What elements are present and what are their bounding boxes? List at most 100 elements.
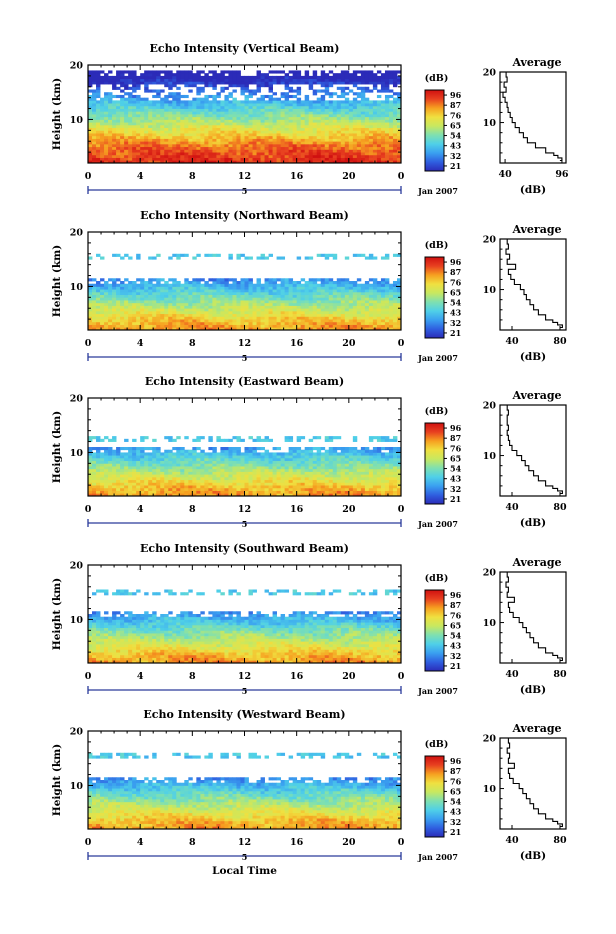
heatmap-cell	[377, 289, 381, 292]
heatmap-cell	[240, 311, 244, 314]
heatmap-cell	[172, 303, 176, 306]
heatmap-cell	[245, 117, 249, 120]
heatmap-cell	[88, 455, 92, 458]
heatmap-cell	[184, 158, 188, 161]
heatmap-cell	[345, 319, 349, 322]
heatmap-cell	[245, 128, 249, 131]
heatmap-cell	[224, 286, 228, 289]
heatmap-cell	[249, 128, 253, 131]
heatmap-cell	[232, 73, 236, 76]
heatmap-cell	[128, 450, 132, 453]
heatmap-cell	[361, 311, 365, 314]
heatmap-cell	[325, 81, 329, 84]
heatmap-cell	[172, 295, 176, 298]
heatmap-cell	[385, 81, 389, 84]
heatmap-cell	[273, 92, 277, 95]
heatmap-cell	[140, 472, 144, 475]
heatmap-cell	[261, 106, 265, 109]
heatmap-cell	[253, 114, 257, 117]
heatmap-cell	[128, 79, 132, 82]
heatmap-cell	[305, 122, 309, 125]
x-tick-label: 0	[85, 338, 92, 349]
heatmap-cell	[120, 295, 124, 298]
heatmap-cell	[112, 76, 116, 79]
heatmap-cell	[180, 117, 184, 120]
heatmap-cell	[257, 87, 261, 90]
heatmap-cell	[184, 73, 188, 76]
heatmap-cell	[377, 325, 381, 328]
heatmap-cell	[152, 477, 156, 480]
heatmap-cell	[349, 319, 353, 322]
heatmap-cell	[333, 281, 337, 284]
heatmap-cell	[389, 139, 393, 142]
heatmap-cell	[277, 469, 281, 472]
heatmap-cell	[188, 316, 192, 319]
heatmap-cell	[245, 130, 249, 133]
heatmap-cell	[180, 292, 184, 295]
heatmap-cell	[301, 144, 305, 147]
heatmap-cell	[136, 480, 140, 483]
heatmap-cell	[236, 117, 240, 120]
heatmap-cell	[216, 133, 220, 136]
heatmap-cell	[345, 128, 349, 131]
heatmap-cell	[196, 152, 200, 155]
heatmap-cell	[353, 314, 357, 317]
heatmap-cell	[273, 322, 277, 325]
heatmap-cell	[249, 106, 253, 109]
heatmap-cell	[100, 114, 104, 117]
heatmap-cell	[361, 292, 365, 295]
heatmap-cell	[108, 485, 112, 488]
heatmap-cell	[232, 463, 236, 466]
heatmap-cell	[116, 133, 120, 136]
heatmap-cell	[100, 292, 104, 295]
heatmap-cell	[257, 103, 261, 106]
heatmap-cell	[180, 114, 184, 117]
heatmap-cell	[369, 295, 373, 298]
heatmap-cell	[257, 447, 261, 450]
heatmap-cell	[196, 76, 200, 79]
heatmap-cell	[389, 136, 393, 139]
heatmap-cell	[240, 295, 244, 298]
heatmap-cell	[297, 316, 301, 319]
heatmap-cell	[132, 73, 136, 76]
heatmap-cell	[333, 322, 337, 325]
heatmap-cell	[245, 95, 249, 98]
heatmap-cell	[313, 284, 317, 287]
heatmap-cell	[385, 130, 389, 133]
heatmap-cell	[389, 70, 393, 73]
heatmap-cell	[269, 76, 273, 79]
heatmap-cell	[208, 436, 212, 439]
heatmap-cell	[192, 469, 196, 472]
heatmap-cell	[253, 300, 257, 303]
heatmap-cell	[160, 452, 164, 455]
heatmap-cell	[277, 295, 281, 298]
heatmap-cell	[172, 114, 176, 117]
heatmap-cell	[265, 436, 269, 439]
heatmap-cell	[269, 463, 273, 466]
heatmap-cell	[216, 254, 220, 257]
heatmap-cell	[285, 284, 289, 287]
heatmap-cell	[245, 109, 249, 112]
heatmap-cell	[128, 286, 132, 289]
heatmap-cell	[377, 130, 381, 133]
heatmap-cell	[104, 316, 108, 319]
heatmap-cell	[341, 152, 345, 155]
heatmap-cell	[132, 450, 136, 453]
heatmap-cell	[164, 325, 168, 328]
heatmap-cell	[261, 455, 265, 458]
heatmap-cell	[168, 325, 172, 328]
heatmap-cell	[321, 322, 325, 325]
heatmap-cell	[120, 257, 124, 260]
heatmap-cell	[88, 136, 92, 139]
heatmap-cell	[196, 73, 200, 76]
heatmap-cell	[269, 319, 273, 322]
heatmap-cell	[301, 109, 305, 112]
heatmap-cell	[309, 289, 313, 292]
heatmap-cell	[361, 122, 365, 125]
heatmap-cell	[285, 289, 289, 292]
heatmap-cell	[124, 461, 128, 464]
heatmap-cell	[277, 122, 281, 125]
heatmap-cell	[144, 84, 148, 87]
heatmap-cell	[140, 144, 144, 147]
heatmap-cell	[325, 136, 329, 139]
